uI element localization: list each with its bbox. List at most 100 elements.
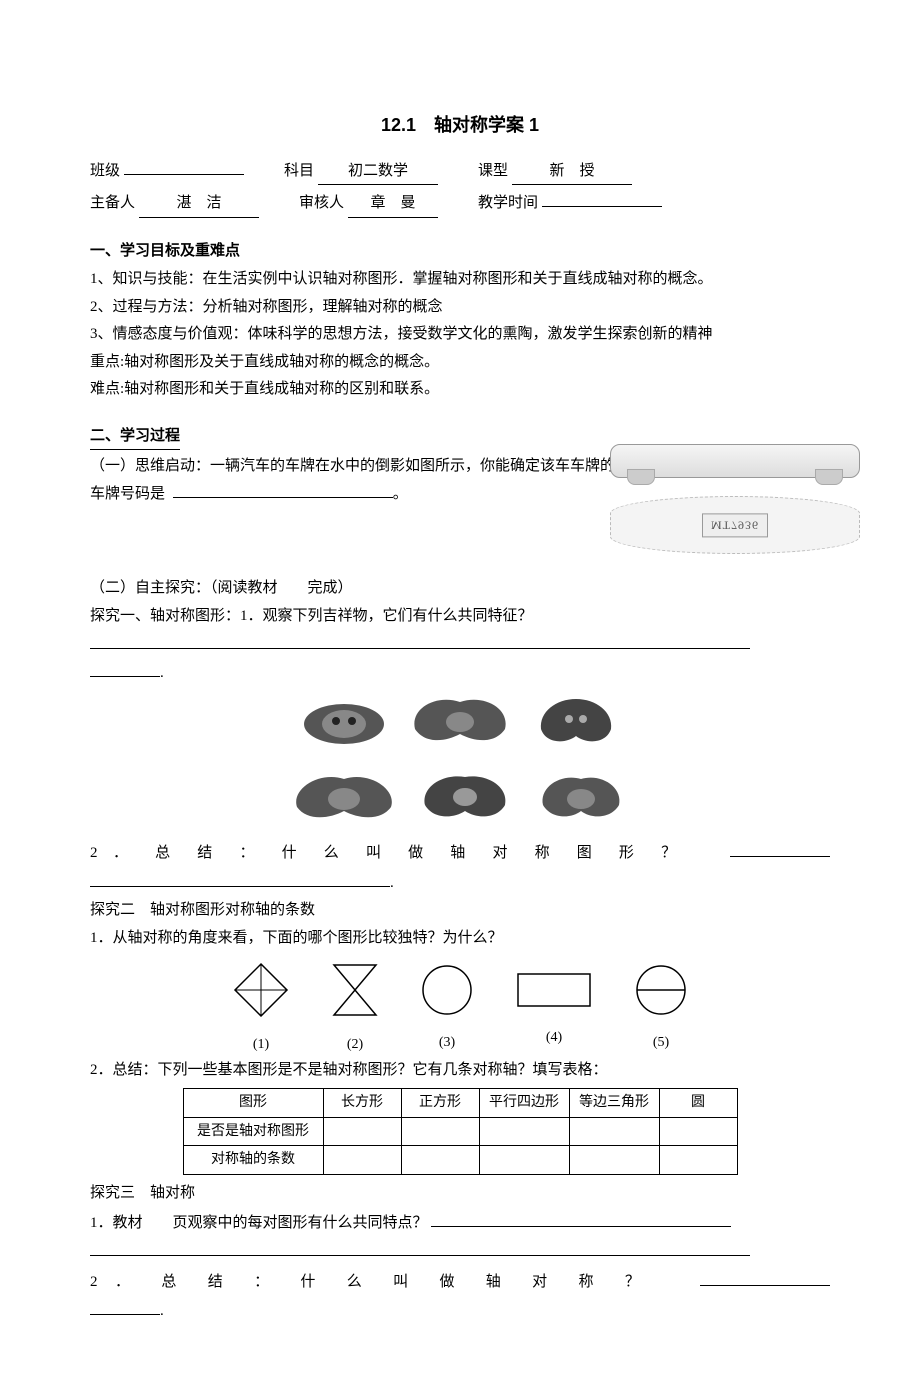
tq1-summary: 2 ． 总 结 ： 什 么 叫 做 轴 对 称 图 形 ？ — [90, 839, 830, 867]
section1-head: 一、学习目标及重难点 — [90, 238, 830, 264]
rectangle-icon — [514, 968, 594, 1012]
th-is-sym: 是否是轴对称图形 — [183, 1117, 323, 1146]
cell-blank[interactable] — [569, 1146, 659, 1175]
mascot-icon — [415, 769, 515, 824]
tq3-sum-blank2[interactable]: . — [90, 1297, 830, 1325]
shape-4-cap: (4) — [514, 1026, 594, 1050]
shape-3-cap: (3) — [420, 1031, 474, 1055]
s1-p5: 难点:轴对称图形和关于直线成轴对称的区别和联系。 — [90, 377, 830, 403]
type-label: 课型 — [478, 159, 508, 185]
hourglass-icon — [330, 961, 380, 1019]
rhombus-icon — [232, 961, 290, 1019]
subject-field: 科目 初二数学 — [284, 159, 438, 186]
th-shape: 图形 — [183, 1088, 323, 1117]
car-body-icon — [610, 444, 860, 478]
subject-label: 科目 — [284, 159, 314, 185]
section2-head-text: 二、学习过程 — [90, 423, 180, 451]
mirrored-plate: MT7936 — [702, 513, 768, 537]
tq1-sum-blank2[interactable]: . — [90, 869, 830, 897]
mascot-row-1 — [90, 692, 830, 761]
cell-blank[interactable] — [569, 1117, 659, 1146]
meta-row-2: 主备人 湛 洁 审核人 章 曼 教学时间 — [90, 191, 830, 218]
tq3-q1: 1．教材 页观察中的每对图形有什么共同特点？ — [90, 1209, 830, 1237]
cell-blank[interactable] — [479, 1117, 569, 1146]
time-blank[interactable] — [542, 206, 662, 207]
s1-p2: 2、过程与方法：分析轴对称图形，理解轴对称的概念 — [90, 295, 830, 321]
subject-value: 初二数学 — [318, 159, 438, 186]
cell-blank[interactable] — [323, 1117, 401, 1146]
reviewer-label: 审核人 — [299, 191, 344, 217]
s1-p1: 1、知识与技能：在生活实例中认识轴对称图形．掌握轴对称图形和关于直线成轴对称的概… — [90, 267, 830, 293]
mascot-icon — [531, 694, 621, 749]
table-row: 对称轴的条数 — [183, 1146, 737, 1175]
meta-row-1: 班级 科目 初二数学 课型 新 授 — [90, 159, 830, 186]
mascot-row-2 — [90, 767, 830, 836]
shape-5: (5) — [634, 963, 688, 1054]
water-reflection: MT7936 — [610, 496, 860, 554]
shape-4: (4) — [514, 968, 594, 1049]
plate-label: 车牌号码是 — [90, 486, 165, 502]
shape-1-cap: (1) — [232, 1033, 290, 1057]
reviewer-value: 章 曼 — [348, 191, 438, 218]
shapes-row: (1) (2) (3) (4) (5) — [90, 961, 830, 1056]
tq3-q1-blank[interactable] — [431, 1209, 731, 1227]
type-value: 新 授 — [512, 159, 632, 186]
col-rect: 长方形 — [323, 1088, 401, 1117]
s2-sub2: （二）自主探究：（阅读教材 完成） — [90, 576, 830, 602]
cell-blank[interactable] — [479, 1146, 569, 1175]
preparer-field: 主备人 湛 洁 — [90, 191, 259, 218]
plate-blank[interactable] — [173, 497, 393, 498]
tq3-q1-blank2[interactable] — [90, 1238, 830, 1266]
tq3-summary: 2 ． 总 结 ： 什 么 叫 做 轴 对 称 ？ — [90, 1268, 830, 1296]
reviewer-field: 审核人 章 曼 — [299, 191, 438, 218]
car-area: （一）思维启动：一辆汽车的车牌在水中的倒影如图所示，你能确定该车车牌的号码吗？ … — [90, 454, 830, 574]
s1-p4: 重点:轴对称图形及关于直线成轴对称的概念的概念。 — [90, 350, 830, 376]
mascot-icon — [299, 699, 389, 749]
col-circle: 圆 — [659, 1088, 737, 1117]
cell-blank[interactable] — [659, 1146, 737, 1175]
table-row: 是否是轴对称图形 — [183, 1117, 737, 1146]
circle-icon — [420, 963, 474, 1017]
shape-5-cap: (5) — [634, 1031, 688, 1055]
shape-2-cap: (2) — [330, 1033, 380, 1057]
semicircle-split-icon — [634, 963, 688, 1017]
col-eqtri: 等边三角形 — [569, 1088, 659, 1117]
tq3-sum-blank1[interactable] — [700, 1268, 830, 1286]
car-illustration: MT7936 — [610, 444, 860, 554]
tq3-sum-prefix: 2 ． 总 结 ： 什 么 叫 做 轴 对 称 ？ — [90, 1274, 654, 1290]
tq1-head: 探究一、轴对称图形：1．观察下列吉祥物，它们有什么共同特征？ — [90, 604, 830, 630]
tq1-sum-prefix: 2 ． 总 结 ： 什 么 叫 做 轴 对 称 图 形 ？ — [90, 845, 688, 861]
cell-blank[interactable] — [401, 1117, 479, 1146]
shape-3: (3) — [420, 963, 474, 1054]
symmetry-table: 图形 长方形 正方形 平行四边形 等边三角形 圆 是否是轴对称图形 对称轴的条数 — [183, 1088, 738, 1175]
time-label: 教学时间 — [478, 191, 538, 217]
tq1-blank[interactable]: . — [90, 631, 830, 686]
th-axis-count: 对称轴的条数 — [183, 1146, 323, 1175]
tq1-sum-blank1[interactable] — [730, 839, 830, 857]
tq3-head: 探究三 轴对称 — [90, 1181, 830, 1207]
page-title: 12.1 轴对称学案 1 — [90, 110, 830, 141]
cell-blank[interactable] — [323, 1146, 401, 1175]
shape-1: (1) — [232, 961, 290, 1056]
type-field: 课型 新 授 — [478, 159, 632, 186]
tq3-q1-text: 1．教材 页观察中的每对图形有什么共同特点？ — [90, 1215, 428, 1231]
time-field: 教学时间 — [478, 191, 662, 218]
s1-p3: 3、情感态度与价值观：体味科学的思想方法，接受数学文化的熏陶，激发学生探索创新的… — [90, 322, 830, 348]
tq2-head: 探究二 轴对称图形对称轴的条数 — [90, 898, 830, 924]
cell-blank[interactable] — [401, 1146, 479, 1175]
table-row: 图形 长方形 正方形 平行四边形 等边三角形 圆 — [183, 1088, 737, 1117]
mascot-icon — [289, 769, 399, 824]
col-square: 正方形 — [401, 1088, 479, 1117]
preparer-value: 湛 洁 — [139, 191, 259, 218]
class-field: 班级 — [90, 159, 244, 186]
tq2-q2: 2．总结：下列一些基本图形是不是轴对称图形？它有几条对称轴？填写表格： — [90, 1058, 830, 1084]
cell-blank[interactable] — [659, 1117, 737, 1146]
mascot-icon — [531, 769, 631, 824]
class-label: 班级 — [90, 159, 120, 185]
shape-2: (2) — [330, 961, 380, 1056]
tq2-q1: 1．从轴对称的角度来看，下面的哪个图形比较独特？为什么？ — [90, 926, 830, 952]
class-blank[interactable] — [124, 174, 244, 175]
col-parallelogram: 平行四边形 — [479, 1088, 569, 1117]
preparer-label: 主备人 — [90, 191, 135, 217]
mascot-icon — [405, 694, 515, 749]
